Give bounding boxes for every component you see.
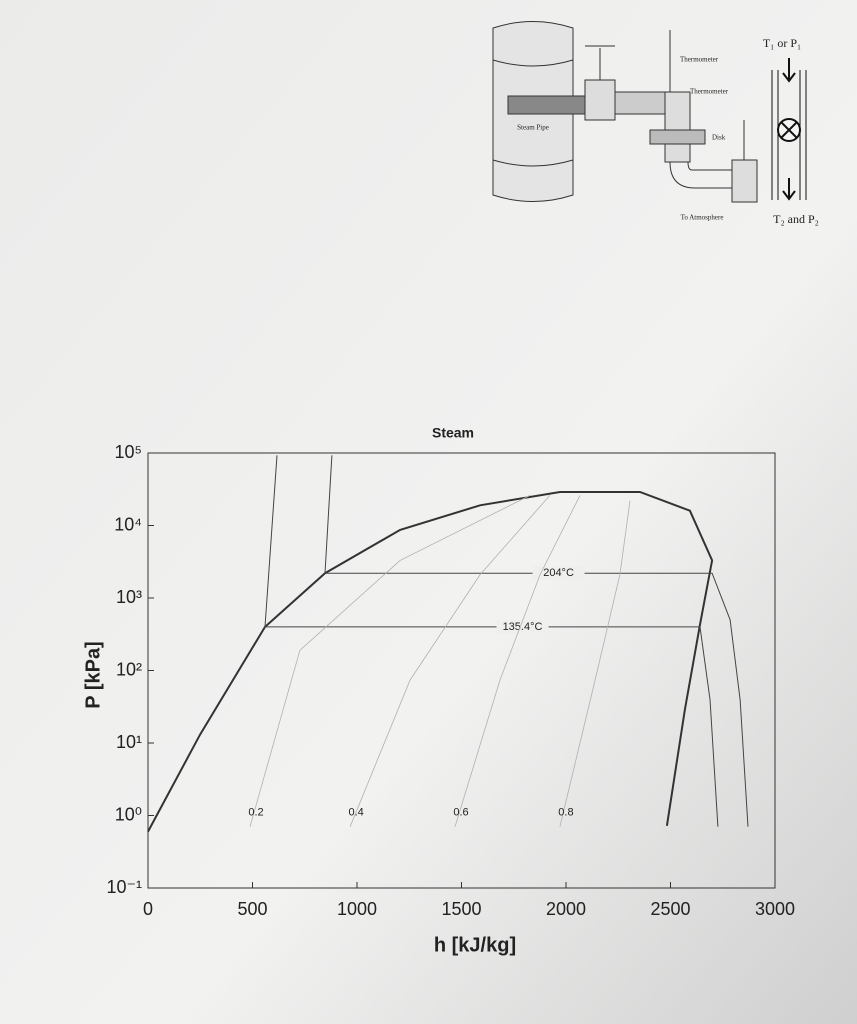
diagram-label: To Atmosphere [681,214,724,222]
x-tick-label: 1000 [337,899,377,919]
series-label: 0.4 [348,807,363,819]
y-tick-label: 10³ [116,587,142,607]
y-tick-label: 10⁵ [115,442,142,462]
series-label: 0.8 [558,807,573,819]
series-label: 0.6 [453,807,468,819]
y-axis-label: P [kPa] [82,641,104,708]
diagram-label: Steam Pipe [517,124,549,132]
diagram-label: T₁ or P₁ [763,36,801,50]
diagram-label: Disk [712,134,726,142]
calorimeter-diagram [492,21,807,203]
x-tick-label: 500 [237,899,267,919]
series-line [559,500,631,827]
x-tick-label: 3000 [755,899,795,919]
y-tick-label: 10⁰ [115,804,142,824]
x-axis-label: h [kJ/kg] [434,934,516,956]
series-label: 0.2 [248,807,263,819]
chart-title: Steam [432,425,474,441]
series-label: 204°C [543,567,574,579]
series-line [349,495,551,827]
series-line [264,455,719,827]
x-tick-label: 2000 [546,899,586,919]
y-tick-label: 10⁴ [114,514,142,534]
label-bg [496,619,549,634]
x-tick-label: 1500 [441,899,481,919]
x-tick-label: 2500 [650,899,690,919]
diagram-label: Thermometer [690,88,729,96]
series-line [454,495,581,827]
diagram-label: T₂ and P₂ [773,212,819,226]
series-line [324,455,749,827]
x-tick-label: 0 [143,899,153,919]
y-tick-label: 10² [116,659,142,679]
diagram-label: Thermometer [680,56,719,64]
label-bg [532,566,585,581]
y-tick-label: 10¹ [116,732,142,752]
series-line [249,495,531,827]
y-tick-label: 10⁻¹ [106,877,142,897]
series-label: 135.4°C [503,621,543,633]
